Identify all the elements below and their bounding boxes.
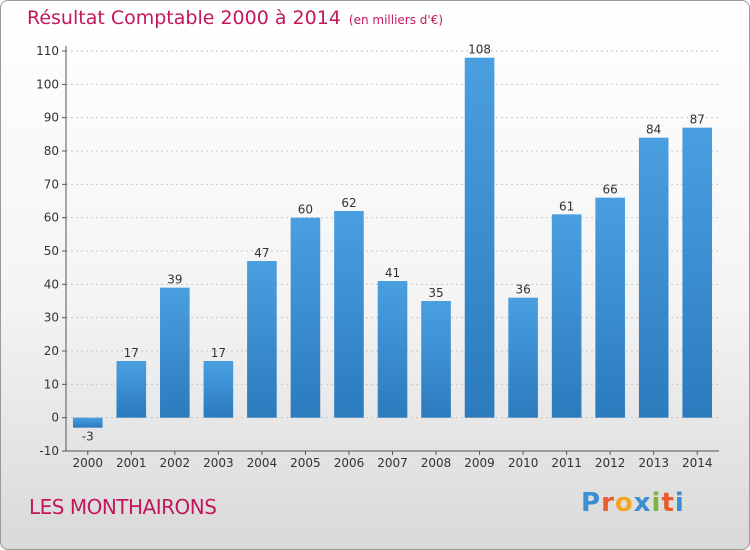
x-tick-label-2000: 2000: [72, 456, 103, 470]
logo-letter: i: [651, 488, 662, 518]
bar-2009: [464, 57, 495, 418]
x-tick-label-2001: 2001: [116, 456, 147, 470]
bar-2004: [247, 261, 277, 418]
x-tick-label-2004: 2004: [247, 456, 278, 470]
x-tick-label-2013: 2013: [638, 456, 669, 470]
value-label-2014: 87: [690, 113, 705, 127]
x-tick-label-2009: 2009: [464, 456, 495, 470]
y-tick-label: -10: [39, 444, 59, 458]
bar-2002: [160, 287, 190, 418]
value-label-2010: 36: [515, 283, 530, 297]
x-tick-label-2011: 2011: [551, 456, 582, 470]
y-tick-label: 100: [36, 77, 59, 91]
bar-2012: [595, 197, 625, 418]
logo-letter: o: [614, 488, 634, 518]
bar-2003: [203, 361, 234, 418]
y-tick-label: 40: [44, 277, 59, 291]
commune-name: LES MONTHAIRONS: [29, 495, 217, 519]
logo-letter: x: [633, 488, 652, 518]
bar-2013: [638, 137, 669, 418]
y-tick-label: 110: [36, 44, 59, 58]
y-tick-label: 0: [51, 411, 59, 425]
value-label-2004: 47: [254, 246, 269, 260]
bar-2008: [421, 301, 451, 418]
value-label-2000: -3: [82, 430, 94, 444]
bar-2005: [290, 217, 321, 418]
x-tick-label-2005: 2005: [290, 456, 321, 470]
value-label-2008: 35: [428, 286, 443, 300]
y-tick-label: 10: [44, 377, 59, 391]
x-tick-label-2014: 2014: [682, 456, 713, 470]
logo-letter: r: [601, 488, 615, 518]
value-label-2006: 62: [341, 196, 356, 210]
bar-2000: [72, 417, 103, 428]
x-tick-label-2002: 2002: [160, 456, 191, 470]
value-label-2009: 108: [468, 43, 491, 57]
x-tick-label-2010: 2010: [508, 456, 539, 470]
y-tick-label: 50: [44, 244, 59, 258]
proxiti-logo: Proxiti: [581, 488, 685, 518]
title-text: Résultat Comptable 2000 à 2014: [27, 7, 341, 29]
value-label-2012: 66: [603, 183, 618, 197]
x-tick-label-2007: 2007: [377, 456, 408, 470]
x-tick-label-2008: 2008: [421, 456, 452, 470]
value-label-2007: 41: [385, 266, 400, 280]
x-tick-label-2012: 2012: [595, 456, 626, 470]
x-tick-label-2003: 2003: [203, 456, 234, 470]
bar-2011: [551, 214, 582, 418]
y-tick-label: 70: [44, 177, 59, 191]
value-label-2001: 17: [124, 346, 139, 360]
unit-label: (en milliers d'€): [348, 13, 444, 27]
value-labels: -3 17 39 17 47 60 62 41 35 108 36 61 66 84 87: [82, 43, 705, 444]
bar-2014: [682, 127, 713, 418]
x-tick-label-2006: 2006: [334, 456, 365, 470]
logo-letter: t: [661, 488, 675, 518]
value-label-2011: 61: [559, 199, 574, 213]
bar-2001: [116, 361, 147, 418]
y-tick-label: 80: [44, 144, 59, 158]
logo-letter: i: [674, 488, 685, 518]
y-tick-label: 90: [44, 111, 59, 125]
chart-title: Résultat Comptable 2000 à 2014 (en millie…: [27, 7, 443, 29]
axes: -10 0 10 20 30 40 50 60 70 80 90 100 110 2000 2001 2002…: [36, 44, 719, 470]
bar-2006: [334, 211, 364, 418]
bars: [72, 57, 713, 428]
bar-2007: [377, 281, 408, 418]
y-tick-label: 60: [44, 211, 59, 225]
bar-2010: [508, 297, 538, 418]
logo-letter: P: [581, 488, 602, 518]
y-tick-label: 20: [44, 344, 59, 358]
value-label-2013: 84: [646, 123, 661, 137]
value-label-2002: 39: [167, 273, 182, 287]
y-tick-label: 30: [44, 311, 59, 325]
value-label-2005: 60: [298, 203, 313, 217]
value-label-2003: 17: [211, 346, 226, 360]
